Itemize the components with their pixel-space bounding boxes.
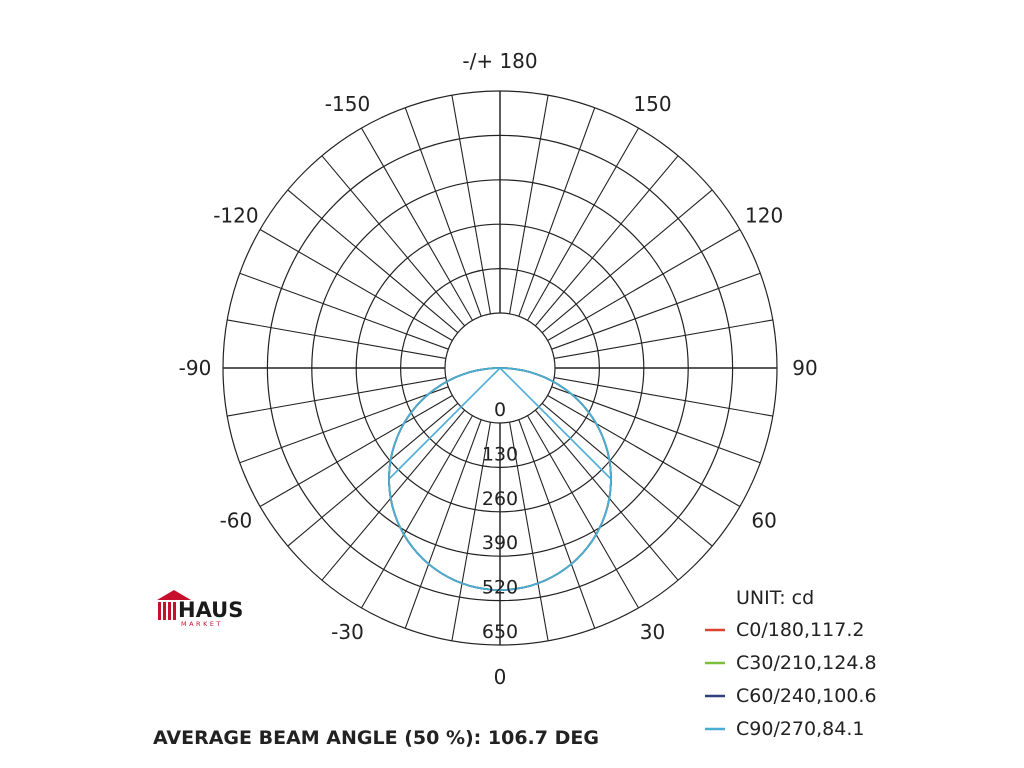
- grid-spoke: [451, 422, 491, 641]
- grid-spoke: [547, 229, 741, 341]
- grid-spoke: [547, 395, 741, 507]
- radial-tick-label: 520: [482, 577, 518, 599]
- grid-spoke: [227, 319, 446, 359]
- angle-label: 120: [745, 204, 783, 228]
- grid-spoke: [361, 415, 473, 609]
- grid-spoke: [259, 395, 453, 507]
- grid-spoke: [518, 419, 596, 629]
- radial-tick-label: 0: [494, 399, 506, 421]
- grid-spoke: [554, 319, 773, 359]
- grid-spoke: [534, 409, 679, 581]
- grid-spoke: [361, 127, 473, 321]
- grid-spoke: [518, 107, 596, 317]
- grid-spoke: [527, 127, 639, 321]
- grid-spoke: [227, 377, 446, 417]
- grid-spoke: [534, 155, 679, 327]
- unit-label: UNIT: cd: [736, 587, 814, 609]
- grid-spoke: [509, 95, 549, 314]
- grid-spoke: [321, 409, 466, 581]
- grid-spoke: [404, 107, 482, 317]
- radial-labels: 0 130 260 390 520 650: [482, 399, 518, 643]
- beam-angle-footer: AVERAGE BEAM ANGLE (50 %): 106.7 DEG: [153, 727, 599, 749]
- intensity-curves: [388, 367, 612, 591]
- angle-label: -150: [325, 92, 370, 116]
- angle-label: -30: [331, 620, 364, 644]
- logo-building-icon: [157, 590, 191, 620]
- legend-entry: C90/270,84.1: [736, 718, 864, 740]
- angle-label: -/+ 180: [462, 49, 537, 73]
- legend-entry: C60/240,100.6: [736, 685, 877, 707]
- angle-label: 90: [792, 356, 817, 380]
- grid-spoke: [321, 155, 466, 327]
- grid-spoke: [451, 95, 491, 314]
- series-curve-4: [388, 367, 612, 591]
- beam-angle-ray-1: [388, 367, 501, 480]
- radial-tick-label: 130: [482, 443, 518, 465]
- grid-spoke: [527, 415, 639, 609]
- angle-labels: -/+ 180 150 -150 120 -120 90 -90 60 -60 30 -30 0: [179, 49, 818, 689]
- radial-tick-label: 390: [482, 532, 518, 554]
- grid-spoke: [259, 229, 453, 341]
- legend-entry: C30/210,124.8: [736, 652, 877, 674]
- angle-label: -90: [179, 356, 212, 380]
- beam-angle-ray-2: [499, 367, 612, 480]
- grid-spoke: [404, 419, 482, 629]
- grid-spoke: [239, 272, 449, 350]
- angle-label: 0: [494, 665, 507, 689]
- grid-spoke: [551, 272, 761, 350]
- angle-label: 30: [640, 620, 665, 644]
- grid-spoke: [509, 422, 549, 641]
- haus-market-logo: HAUS MARKET: [157, 590, 243, 628]
- legend: C0/180,117.2 C30/210,124.8 C60/240,100.6 C9…: [705, 619, 877, 740]
- angle-label: 150: [633, 92, 671, 116]
- radial-tick-label: 650: [482, 621, 518, 643]
- logo-subtitle: MARKET: [181, 620, 223, 628]
- grid-spoke: [551, 386, 761, 464]
- grid-spoke: [239, 386, 449, 464]
- angle-label: -120: [213, 204, 258, 228]
- grid-spoke: [554, 377, 773, 417]
- grid-spoke: [541, 402, 713, 547]
- polar-grid: [222, 90, 778, 646]
- logo-wordmark: HAUS: [178, 598, 243, 622]
- grid-spoke: [287, 189, 459, 334]
- legend-entry: C0/180,117.2: [736, 619, 864, 641]
- grid-spoke: [287, 402, 459, 547]
- angle-label: -60: [220, 509, 253, 533]
- grid-spoke: [541, 189, 713, 334]
- angle-label: 60: [751, 509, 776, 533]
- radial-tick-label: 260: [482, 488, 518, 510]
